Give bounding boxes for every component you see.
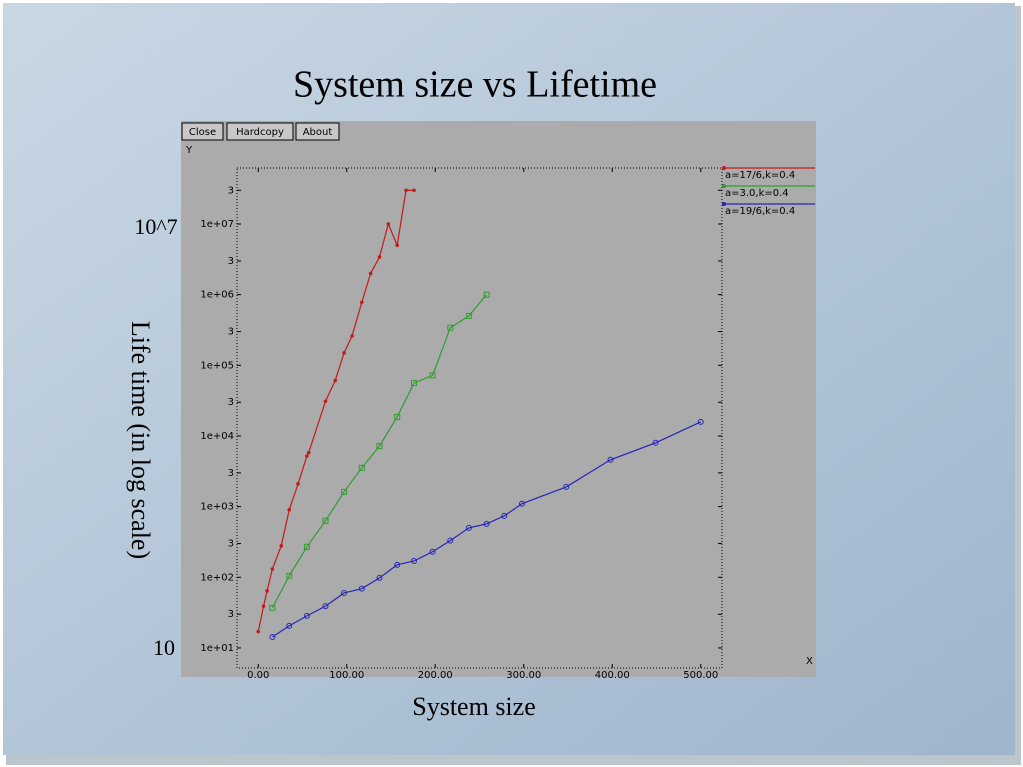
data-point <box>394 561 401 568</box>
data-point <box>501 512 508 519</box>
annotation: 10 <box>153 635 175 660</box>
y-tick-label: 3 <box>228 468 234 479</box>
data-point <box>303 543 310 550</box>
data-point <box>607 456 614 463</box>
data-point <box>322 603 329 610</box>
y-tick-label: 1e+01 <box>200 643 234 654</box>
data-point <box>483 520 490 527</box>
data-point <box>305 454 309 458</box>
series-line <box>272 421 702 638</box>
data-point <box>323 399 328 404</box>
y-tick-label: 1e+05 <box>200 360 234 371</box>
data-point <box>411 557 418 564</box>
data-point <box>306 450 311 455</box>
data-point <box>269 633 276 640</box>
data-point <box>411 380 418 387</box>
data-point <box>429 548 436 555</box>
x-tick-label: 0.00 <box>247 670 269 681</box>
y-tick-label: 1e+06 <box>200 290 234 301</box>
data-point <box>333 378 338 383</box>
data-point <box>377 255 382 259</box>
data-point <box>322 517 329 524</box>
data-point <box>429 372 436 379</box>
data-point <box>261 604 266 608</box>
x-tick-label: 300.00 <box>506 670 541 681</box>
y-tick-label: 3 <box>228 539 234 550</box>
data-point <box>518 500 525 507</box>
data-point <box>447 324 454 331</box>
data-point <box>404 188 408 193</box>
y-tick-label: 3 <box>228 327 234 338</box>
button-label[interactable]: Hardcopy <box>236 127 284 138</box>
button[interactable] <box>295 122 340 141</box>
y-tick-label: 1e+07 <box>200 219 234 230</box>
data-point <box>303 612 310 619</box>
data-point <box>395 243 399 248</box>
chart-title: System size vs Lifetime <box>293 64 657 106</box>
data-point <box>287 508 292 512</box>
data-point <box>359 300 364 305</box>
data-point <box>563 483 570 490</box>
data-point <box>483 291 490 298</box>
series-line <box>257 189 415 632</box>
series-line <box>271 294 488 609</box>
plot-window <box>181 121 816 677</box>
data-point <box>394 413 401 420</box>
button-label[interactable]: About <box>303 127 333 138</box>
y-tick-label: 1e+02 <box>200 572 234 583</box>
data-point <box>350 334 354 338</box>
x-tick-label: 200.00 <box>418 670 453 681</box>
data-point <box>465 312 472 319</box>
y-tick-label: 3 <box>228 185 234 196</box>
data-point <box>270 567 275 571</box>
data-point <box>376 443 383 450</box>
button[interactable] <box>181 122 224 141</box>
legend-marker <box>722 202 726 206</box>
legend-marker <box>722 166 726 170</box>
data-point <box>447 537 454 544</box>
toolbar: Close Hardcopy About <box>181 122 340 141</box>
annotation: 10^7 <box>134 214 177 239</box>
y-tick-label: 3 <box>228 397 234 408</box>
data-point <box>697 418 704 425</box>
data-point <box>265 589 269 593</box>
x-axis-name: X <box>806 656 813 667</box>
y-tick-label: 1e+04 <box>200 431 234 442</box>
y-tick-label: 1e+03 <box>200 502 234 513</box>
x-tick-label: 400.00 <box>595 670 630 681</box>
data-point <box>286 622 293 629</box>
button-label[interactable]: Close <box>189 127 216 138</box>
button[interactable] <box>226 122 294 141</box>
data-point <box>652 439 659 446</box>
data-point <box>269 604 276 611</box>
legend-label: a=3.0,k=0.4 <box>725 188 789 199</box>
y-tick-label: 3 <box>228 256 234 267</box>
data-point <box>465 524 472 531</box>
data-point <box>412 188 416 193</box>
y-tick-label: 3 <box>228 609 234 620</box>
x-tick-label: 500.00 <box>683 670 718 681</box>
y-axis-label: Life time (in log scale) <box>126 321 155 559</box>
plot-frame <box>236 167 723 669</box>
data-point <box>376 574 383 581</box>
data-point <box>256 629 261 634</box>
data-point <box>386 222 391 226</box>
data-point <box>342 351 346 355</box>
legend-marker <box>722 184 726 188</box>
x-axis-label: System size <box>412 692 536 721</box>
data-point <box>358 585 365 592</box>
x-tick-label: 100.00 <box>329 670 364 681</box>
legend-label: a=17/6,k=0.4 <box>725 170 795 181</box>
y-axis-name: Y <box>185 145 193 156</box>
data-point <box>341 589 348 596</box>
data-point <box>286 572 293 579</box>
data-point <box>368 271 373 276</box>
data-point <box>358 464 365 471</box>
data-point <box>279 543 284 548</box>
legend-label: a=19/6,k=0.4 <box>725 206 795 217</box>
data-point <box>341 488 348 495</box>
data-point <box>296 482 300 486</box>
